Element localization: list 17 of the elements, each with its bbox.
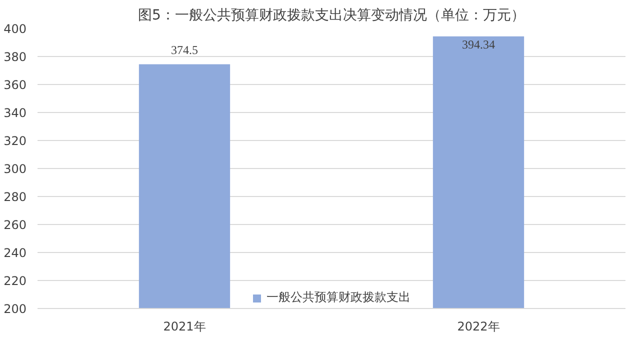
x-tick-label: 2021年 [163, 320, 206, 334]
y-tick-label: 240 [4, 246, 26, 260]
y-tick-label: 260 [4, 218, 26, 232]
y-tick-label: 400 [4, 22, 26, 36]
y-tick-label: 340 [4, 106, 26, 120]
y-tick-label: 280 [4, 190, 26, 204]
y-tick-label: 220 [4, 274, 26, 288]
y-tick-label: 320 [4, 134, 26, 148]
y-tick-label: 300 [4, 162, 26, 176]
data-label: 394.34 [462, 37, 495, 52]
y-tick-label: 380 [4, 50, 26, 64]
x-tick-label: 2022年 [457, 320, 500, 334]
y-tick-label: 200 [4, 302, 26, 316]
legend-label: 一般公共预算财政拨款支出 [266, 289, 410, 306]
data-label: 374.5 [171, 43, 198, 58]
chart-title: 图5：一般公共预算财政拨款支出决算变动情况（单位：万元） [138, 8, 525, 24]
y-tick-label: 360 [4, 78, 26, 92]
